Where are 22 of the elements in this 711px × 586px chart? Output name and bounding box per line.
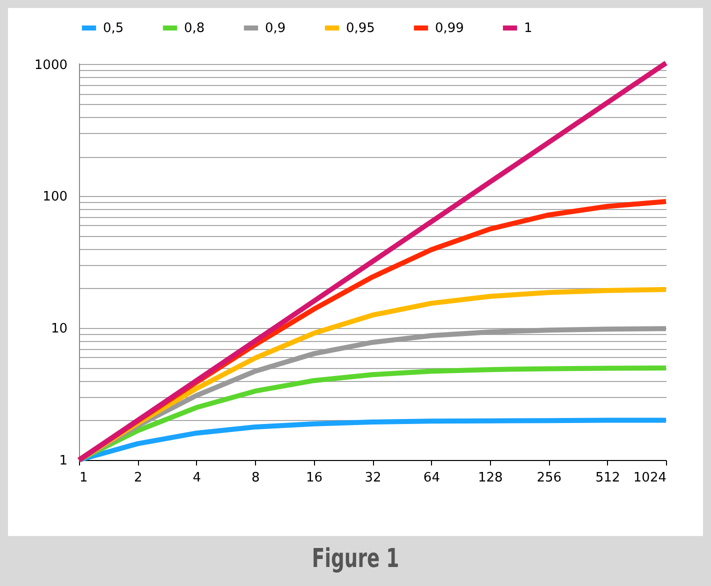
- y-tick-label: 1000: [34, 58, 68, 73]
- legend-label: 0,99: [435, 21, 464, 36]
- x-tick-label: 2: [134, 470, 142, 486]
- x-tick-label: 4: [192, 470, 202, 486]
- x-tick-label: 64: [423, 470, 440, 486]
- y-tick-label: 1: [59, 454, 68, 468]
- x-tick-label: 1024: [633, 470, 666, 486]
- x-tick-label: 16: [306, 470, 323, 486]
- y-tick-label: 10: [50, 322, 68, 337]
- x-tick-label: 1: [80, 470, 88, 486]
- x-tick-label: 128: [478, 470, 503, 486]
- legend-label: 0,95: [346, 21, 375, 36]
- legend-label: 0,5: [103, 21, 124, 36]
- x-tick-label: 256: [536, 470, 562, 486]
- x-tick-label: 8: [251, 470, 260, 486]
- text: Figure 1: [310, 544, 400, 574]
- legend-label: 0,8: [184, 21, 205, 36]
- legend-label: 1: [524, 21, 532, 36]
- legend-label: 0,9: [265, 21, 286, 36]
- y-tick-label: 100: [42, 190, 68, 205]
- x-tick-label: 512: [595, 470, 620, 486]
- x-tick-label: 32: [364, 470, 382, 486]
